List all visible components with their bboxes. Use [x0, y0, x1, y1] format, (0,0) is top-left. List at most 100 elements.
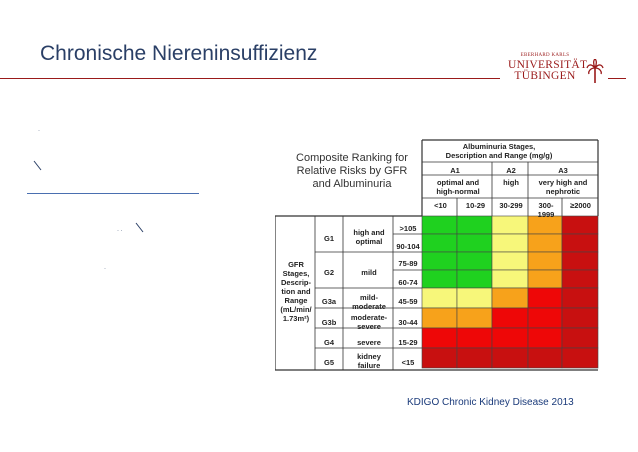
risk-cell — [421, 287, 458, 309]
risk-cell — [456, 327, 493, 349]
range-gt105: >105 — [399, 224, 417, 233]
desc-line: moderate — [352, 302, 386, 311]
desc-line: mild- — [360, 293, 378, 302]
gfr-label-line: Range — [284, 296, 308, 305]
risk-cell — [456, 215, 493, 235]
stage-g3a: G3a — [321, 297, 337, 306]
range-45-59: 45-59 — [398, 297, 418, 306]
ckd-heatmap-figure: Composite Ranking for Relative Risks by … — [275, 138, 600, 372]
risk-cell — [491, 215, 529, 235]
desc-line: optimal and — [436, 178, 480, 187]
stage-g1: G1 — [323, 234, 334, 243]
stage-g5: G5 — [323, 358, 334, 367]
risk-cell — [561, 233, 599, 253]
risk-cell — [491, 327, 529, 349]
risk-cell — [527, 347, 563, 369]
stage-g2-desc: mild — [361, 268, 377, 277]
risk-cell — [456, 269, 493, 289]
gfr-label-line: tion and — [281, 287, 311, 296]
risk-cell — [491, 269, 529, 289]
range-lt10: <10 — [434, 201, 447, 210]
risk-cell — [561, 287, 599, 309]
stage-a2: A2 — [506, 166, 516, 175]
stage-g4-desc: severe — [357, 338, 381, 347]
risk-cell — [491, 287, 529, 309]
risk-cell — [527, 269, 563, 289]
gfr-label-line: (mL/min/ — [280, 305, 312, 314]
risk-cell — [421, 327, 458, 349]
header-rule-left — [0, 78, 500, 79]
risk-cell — [561, 307, 599, 329]
stage-a1-desc: optimal and high-normal — [424, 178, 492, 196]
desc-line: kidney — [357, 352, 381, 361]
risk-cell — [527, 327, 563, 349]
figure-grid — [275, 139, 599, 371]
stage-g5-desc: kidney failure — [345, 352, 393, 370]
figure-title-line: and Albuminuria — [312, 178, 392, 190]
range-gte2000: ≥2000 — [570, 201, 591, 210]
risk-cell — [561, 347, 599, 369]
desc-line: high-normal — [436, 187, 480, 196]
desc-line: optimal — [355, 237, 383, 246]
desc-line: severe — [357, 322, 381, 331]
range-15-29: 15-29 — [398, 338, 418, 347]
university-logo: EBERHARD KARLS UNIVERSITÄT TÜBINGEN — [508, 53, 608, 93]
stage-g3a-desc: mild- moderate — [345, 293, 393, 311]
risk-cell — [527, 287, 563, 309]
desc-line: moderate- — [350, 313, 388, 322]
risk-cell — [456, 251, 493, 271]
range-60-74: 60-74 — [398, 278, 418, 287]
risk-cell — [456, 233, 493, 253]
figure-title-line: Relative Risks by GFR — [296, 165, 408, 177]
albuminuria-header: Albuminuria Stages, Description and Rang… — [422, 142, 576, 160]
stage-g1-desc: high and optimal — [345, 228, 393, 246]
risk-cell — [561, 269, 599, 289]
risk-cell — [421, 215, 458, 235]
gfr-label: GFR Stages, Descrip- tion and Range (mL/… — [277, 260, 315, 323]
risk-cell — [491, 233, 529, 253]
slide-artifact: · — [104, 266, 106, 272]
gfr-label-line: GFR — [288, 260, 304, 269]
range-75-89: 75-89 — [398, 259, 418, 268]
range-300-1999: 300- 1999 — [537, 201, 555, 219]
range-30-44: 30-44 — [398, 318, 418, 327]
range-10-29: 10-29 — [465, 201, 486, 210]
stage-a1: A1 — [450, 166, 460, 175]
range-90-104: 90-104 — [396, 242, 420, 251]
stage-a3-desc: very high and nephrotic — [530, 178, 596, 196]
desc-line: high and — [353, 228, 385, 237]
slide-title: Chronische Niereninsuffizienz — [40, 42, 318, 65]
albuminuria-header-line: Description and Range (mg/g) — [445, 151, 553, 160]
desc-line: very high and — [538, 178, 588, 187]
slide-artifact — [33, 160, 42, 171]
risk-cell — [421, 233, 458, 253]
risk-cell — [421, 347, 458, 369]
underline-rule — [27, 193, 199, 194]
risk-cell — [421, 269, 458, 289]
stage-g2: G2 — [323, 268, 334, 277]
source-caption: KDIGO Chronic Kidney Disease 2013 — [407, 397, 574, 408]
risk-cell — [456, 307, 493, 329]
risk-cell — [561, 327, 599, 349]
stage-g3b: G3b — [321, 318, 337, 327]
logo-line-2: TÜBINGEN — [514, 70, 576, 82]
risk-cell — [456, 287, 493, 309]
stage-a3: A3 — [558, 166, 568, 175]
logo-line-1: UNIVERSITÄT — [508, 59, 588, 71]
risk-cell — [527, 233, 563, 253]
figure-title: Composite Ranking for Relative Risks by … — [281, 152, 423, 191]
risk-cell — [421, 251, 458, 271]
stage-a2-desc: high — [503, 178, 519, 187]
stage-g3b-desc: moderate- severe — [345, 313, 393, 331]
logo-small-text: EBERHARD KARLS — [520, 53, 570, 58]
risk-cell — [527, 251, 563, 271]
range-30-299: 30-299 — [499, 201, 523, 210]
gfr-label-line: 1.73m²) — [282, 314, 310, 323]
range-lt15: <15 — [401, 358, 415, 367]
desc-line: nephrotic — [545, 187, 581, 196]
risk-cell — [456, 347, 493, 369]
slide-artifact: · — [38, 128, 40, 134]
risk-cell — [491, 347, 529, 369]
stage-g4: G4 — [323, 338, 334, 347]
gfr-label-line: Stages, — [282, 269, 310, 278]
